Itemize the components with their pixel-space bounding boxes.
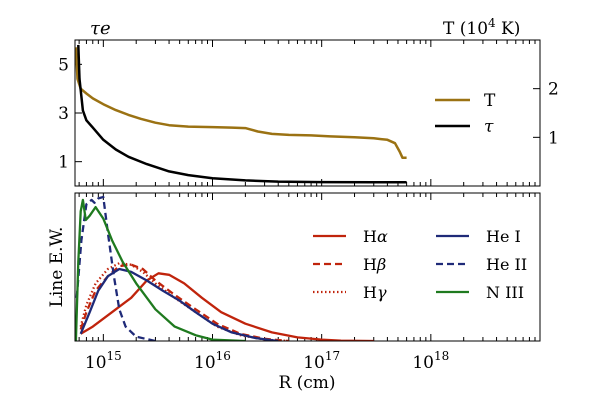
x-tick-label-exp: 18 [434, 349, 449, 363]
bottom-series-group [75, 195, 374, 341]
x-axis-label: R (cm) [278, 373, 335, 393]
top-series-group [75, 44, 407, 184]
x-tick-label-base: 10 [194, 353, 216, 373]
legend-label-h-alpha: Hα [363, 227, 388, 246]
legend-label-base: H [363, 283, 377, 302]
right-y-tick-label: 1 [548, 128, 559, 148]
series-line-he-i [79, 267, 279, 341]
legend-label-n-iii: N III [486, 283, 524, 302]
series-line-he-ii [75, 195, 156, 341]
legend-label-h-gamma: Hγ [363, 283, 387, 302]
legend-label-base: H [363, 227, 377, 246]
legend-label-base: H [363, 255, 377, 274]
legend-label-symbol: α [377, 227, 388, 246]
x-tick-label-base: 10 [303, 353, 325, 373]
legend-label-base: He I [486, 227, 521, 246]
y-axis-label: Line E.W. [47, 227, 67, 308]
x-tick-label-exp: 15 [107, 349, 122, 363]
x-tick-label-base: 10 [412, 353, 434, 373]
series-line-tau [77, 44, 407, 184]
right-axis-label-exp: 4 [488, 16, 496, 30]
top-plot-frame [74, 39, 541, 187]
left-y-tick-label: 5 [58, 55, 69, 75]
top-panel: 1 3 5 1 2 τe T (104 K) Tτ [58, 16, 559, 187]
series-line-n-iii [75, 198, 246, 341]
legend-label-h-beta: Hβ [363, 255, 386, 274]
series-line-temperature [75, 47, 407, 160]
left-y-tick-label: 1 [58, 153, 69, 173]
x-tick-label-exp: 17 [325, 349, 340, 363]
x-tick-label: 1015 [85, 349, 122, 373]
left-axis-label: τe [90, 18, 111, 39]
right-y-tick-label: 2 [548, 80, 559, 100]
legend-label-he-ii: He II [486, 255, 527, 274]
legend-label-symbol: γ [377, 283, 387, 302]
right-axis-label: T (104 K) [443, 16, 520, 39]
right-axis-label-prefix: T (10 [443, 19, 488, 39]
x-tick-label: 1018 [412, 349, 449, 373]
x-tick-label: 1017 [303, 349, 340, 373]
left-y-tick-label: 3 [58, 104, 69, 124]
legend-label-he-i: He I [486, 227, 521, 246]
legend-label-base: N III [486, 283, 524, 302]
legend-label-base: He II [486, 255, 527, 274]
legend-label-symbol: β [376, 255, 386, 274]
x-tick-label: 1016 [194, 349, 231, 373]
legend-label-temperature: T [484, 91, 496, 111]
series-line-h-beta [79, 263, 289, 341]
bottom-plot-frame [74, 192, 541, 342]
x-tick-label-base: 10 [85, 353, 107, 373]
legend-label-tau: τ [484, 117, 494, 137]
right-axis-label-suffix: K) [496, 19, 521, 39]
x-tick-label-exp: 16 [216, 349, 231, 363]
series-line-h-alpha [80, 272, 374, 341]
